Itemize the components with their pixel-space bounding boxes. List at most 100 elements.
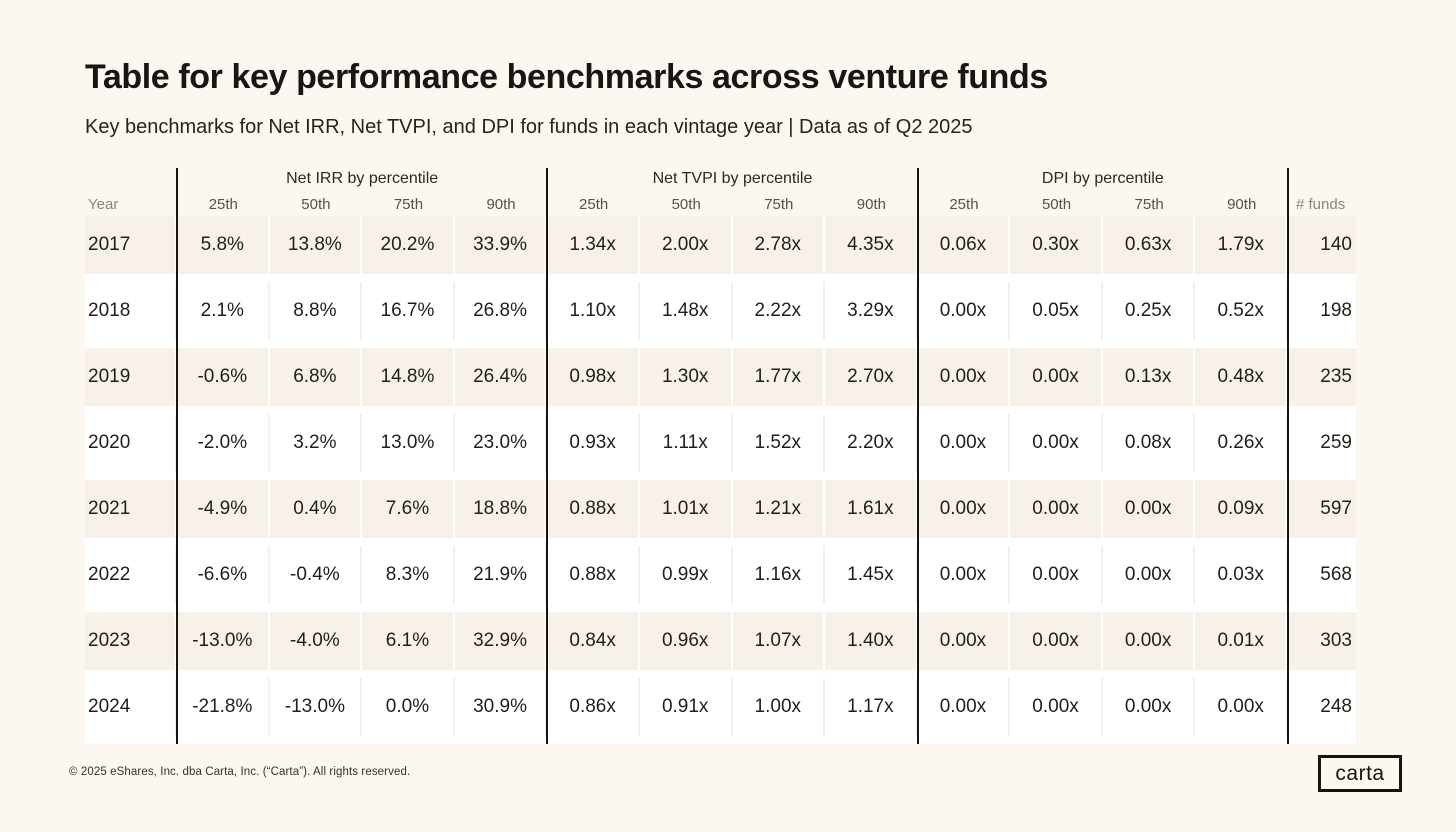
- tvpi-cell: 1.16x: [732, 546, 826, 604]
- table-body: 2017 5.8% 13.8% 20.2% 33.9% 1.34x 2.00x …: [85, 216, 1356, 744]
- year-cell: 2018: [85, 282, 177, 340]
- column-header-irr-90th: 90th: [486, 195, 516, 213]
- irr-cell: 32.9%: [454, 612, 548, 670]
- dpi-cell: 0.25x: [1102, 282, 1196, 340]
- column-header-dpi-25th: 25th: [949, 195, 979, 213]
- dpi-cell: 0.05x: [1010, 282, 1103, 340]
- tvpi-cell: 0.88x: [547, 546, 640, 604]
- dpi-cell: 0.00x: [1102, 678, 1196, 736]
- irr-cell: 20.2%: [362, 216, 455, 274]
- funds-cell: 568: [1288, 546, 1356, 604]
- dpi-cell: 0.00x: [917, 678, 1011, 736]
- funds-cell: 597: [1288, 480, 1356, 538]
- dpi-cell: 0.00x: [1102, 612, 1196, 670]
- tvpi-cell: 1.10x: [547, 282, 640, 340]
- dpi-cell: 0.00x: [917, 414, 1011, 472]
- funds-cell: 248: [1288, 678, 1356, 736]
- dpi-cell: 0.00x: [917, 348, 1011, 406]
- dpi-cell: 0.30x: [1010, 216, 1103, 274]
- benchmark-table: Year Net IRR by percentile Net TVPI by p…: [85, 165, 1356, 744]
- funds-column-header: # funds: [1296, 195, 1346, 213]
- dpi-cell: 0.00x: [917, 480, 1011, 538]
- dpi-cell: 0.09x: [1195, 480, 1288, 538]
- column-header-dpi-75th: 75th: [1134, 195, 1164, 213]
- table-row-2017: 2017 5.8% 13.8% 20.2% 33.9% 1.34x 2.00x …: [85, 216, 1356, 282]
- tvpi-cell: 0.99x: [639, 546, 733, 604]
- tvpi-cell: 2.22x: [732, 282, 826, 340]
- irr-cell: 3.2%: [269, 414, 363, 472]
- irr-cell: 6.1%: [362, 612, 455, 670]
- tvpi-cell: 1.45x: [825, 546, 918, 604]
- table-row-2019: 2019 -0.6% 6.8% 14.8% 26.4% 0.98x 1.30x …: [85, 348, 1356, 414]
- dpi-cell: 0.00x: [1102, 480, 1196, 538]
- irr-cell: 26.4%: [454, 348, 548, 406]
- carta-logo: carta: [1318, 755, 1402, 792]
- tvpi-cell: 1.00x: [732, 678, 826, 736]
- dpi-cell: 0.08x: [1102, 414, 1196, 472]
- tvpi-cell: 1.01x: [639, 480, 733, 538]
- page-subtitle: Key benchmarks for Net IRR, Net TVPI, an…: [85, 116, 973, 138]
- irr-cell: -2.0%: [177, 414, 270, 472]
- year-column-header: Year: [88, 195, 119, 213]
- column-header-irr-75th: 75th: [393, 195, 424, 213]
- dpi-cell: 1.79x: [1195, 216, 1288, 274]
- irr-cell: -4.9%: [177, 480, 270, 538]
- year-cell: 2022: [85, 546, 177, 604]
- dpi-cell: 0.63x: [1102, 216, 1196, 274]
- dpi-cell: 0.00x: [1195, 678, 1288, 736]
- irr-cell: -6.6%: [177, 546, 270, 604]
- divider-tvpi-dpi: [917, 168, 919, 744]
- table-header: Year Net IRR by percentile Net TVPI by p…: [85, 165, 1356, 216]
- carta-logo-text: carta: [1335, 762, 1385, 785]
- tvpi-cell: 1.30x: [639, 348, 733, 406]
- tvpi-cell: 2.78x: [732, 216, 826, 274]
- tvpi-cell: 0.96x: [639, 612, 733, 670]
- irr-cell: 0.4%: [269, 480, 363, 538]
- tvpi-cell: 4.35x: [825, 216, 918, 274]
- irr-cell: 2.1%: [177, 282, 270, 340]
- tvpi-cell: 0.91x: [639, 678, 733, 736]
- tvpi-cell: 0.86x: [547, 678, 640, 736]
- table-row-2023: 2023 -13.0% -4.0% 6.1% 32.9% 0.84x 0.96x…: [85, 612, 1356, 678]
- tvpi-cell: 0.98x: [547, 348, 640, 406]
- tvpi-cell: 0.88x: [547, 480, 640, 538]
- dpi-cell: 0.00x: [917, 612, 1011, 670]
- tvpi-cell: 1.17x: [825, 678, 918, 736]
- irr-cell: 5.8%: [177, 216, 270, 274]
- year-cell: 2024: [85, 678, 177, 736]
- column-header-irr-25th: 25th: [208, 195, 238, 213]
- dpi-cell: 0.52x: [1195, 282, 1288, 340]
- table-row-2024: 2024 -21.8% -13.0% 0.0% 30.9% 0.86x 0.91…: [85, 678, 1356, 744]
- dpi-cell: 0.00x: [1102, 546, 1196, 604]
- irr-cell: 26.8%: [454, 282, 548, 340]
- column-header-tvpi-75th: 75th: [764, 195, 794, 213]
- irr-cell: 16.7%: [362, 282, 455, 340]
- divider-irr-tvpi: [546, 168, 548, 744]
- tvpi-cell: 0.93x: [547, 414, 640, 472]
- dpi-cell: 0.01x: [1195, 612, 1288, 670]
- year-cell: 2023: [85, 612, 177, 670]
- funds-cell: 259: [1288, 414, 1356, 472]
- group-header-dpi: DPI by percentile: [1041, 169, 1164, 187]
- table-row-2021: 2021 -4.9% 0.4% 7.6% 18.8% 0.88x 1.01x 1…: [85, 480, 1356, 546]
- tvpi-cell: 1.48x: [639, 282, 733, 340]
- dpi-cell: 0.48x: [1195, 348, 1288, 406]
- table-row-2022: 2022 -6.6% -0.4% 8.3% 21.9% 0.88x 0.99x …: [85, 546, 1356, 612]
- dpi-cell: 0.00x: [917, 546, 1011, 604]
- tvpi-cell: 2.00x: [639, 216, 733, 274]
- column-header-dpi-90th: 90th: [1227, 195, 1257, 213]
- column-header-tvpi-50th: 50th: [671, 195, 701, 213]
- year-cell: 2021: [85, 480, 177, 538]
- funds-cell: 140: [1288, 216, 1356, 274]
- column-header-tvpi-25th: 25th: [579, 195, 609, 213]
- irr-cell: 8.8%: [269, 282, 363, 340]
- divider-year-irr: [176, 168, 178, 744]
- irr-cell: 23.0%: [454, 414, 548, 472]
- group-header-net-irr: Net IRR by percentile: [286, 169, 439, 187]
- tvpi-cell: 1.21x: [732, 480, 826, 538]
- dpi-cell: 0.13x: [1102, 348, 1196, 406]
- irr-cell: -13.0%: [269, 678, 363, 736]
- irr-cell: -13.0%: [177, 612, 270, 670]
- page-title: Table for key performance benchmarks acr…: [85, 58, 1048, 96]
